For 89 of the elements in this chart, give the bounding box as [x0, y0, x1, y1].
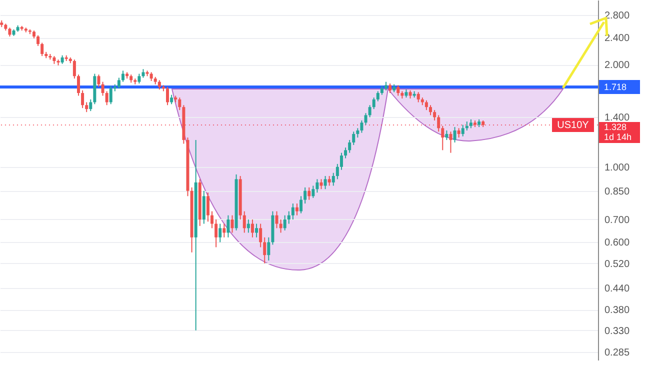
candlestick — [230, 214, 234, 234]
candlestick — [416, 92, 420, 103]
y-tick-label: 0.380 — [604, 305, 630, 316]
candlestick — [287, 210, 290, 224]
candlestick — [328, 176, 331, 186]
candlestick — [81, 90, 84, 109]
ref-line-label: 1.328 — [604, 122, 627, 132]
y-tick-label: 1.000 — [604, 162, 630, 174]
y-tick-label: 0.285 — [604, 348, 630, 359]
candlestick — [428, 104, 432, 116]
candlestick — [291, 203, 294, 220]
candlestick — [457, 128, 460, 138]
candlestick — [259, 223, 262, 248]
y-tick-label: 1.400 — [604, 112, 630, 124]
y-tick-label: 0.850 — [604, 186, 630, 198]
candlestick — [105, 90, 108, 106]
candlestick — [360, 120, 364, 134]
candlestick — [206, 192, 210, 222]
candlestick — [320, 178, 323, 190]
candlestick — [356, 128, 360, 138]
candlestick — [279, 218, 282, 234]
candlestick — [364, 112, 368, 126]
y-tick-label: 2.400 — [604, 33, 630, 44]
candlestick — [372, 97, 376, 110]
candlestick — [89, 98, 92, 112]
candlestick — [85, 102, 88, 113]
candlestick — [250, 218, 254, 238]
candlestick — [295, 203, 298, 216]
candlestick — [255, 223, 258, 238]
text: 1d 14h — [604, 132, 632, 142]
candlestick — [449, 131, 452, 154]
candlestick — [122, 70, 124, 82]
y-tick-label: 2.000 — [604, 60, 630, 72]
candlestick — [433, 110, 436, 121]
candlestick — [332, 172, 335, 186]
candlestick — [178, 97, 182, 111]
y-tick-label: 0.330 — [604, 326, 630, 337]
candlestick — [312, 185, 315, 198]
candlestick — [101, 81, 104, 96]
candlestick — [267, 236, 270, 262]
candlestick — [218, 223, 222, 243]
candlestick — [40, 42, 44, 57]
y-tick-label: 0.600 — [604, 238, 630, 249]
y-tick-label: 2.800 — [604, 10, 630, 22]
y-tick-label: 0.520 — [604, 258, 630, 270]
candlestick — [242, 210, 246, 234]
candlestick — [453, 126, 456, 143]
candlestick — [283, 214, 286, 231]
y-tick-label: 0.700 — [604, 214, 630, 226]
candlestick — [275, 210, 278, 229]
candlestick — [336, 163, 339, 180]
candlestick — [388, 82, 392, 94]
candlestick — [222, 223, 226, 238]
y-tick-label: 0.440 — [604, 283, 630, 294]
candlestick — [396, 84, 400, 96]
candlestick — [97, 74, 100, 88]
candlestick — [246, 218, 250, 234]
ref-line-label: 1.718 — [604, 82, 627, 92]
candlestick — [304, 186, 307, 204]
annotation: US10Y — [557, 120, 590, 132]
candlestick — [340, 152, 343, 170]
candlestick — [214, 218, 218, 248]
candlestick — [424, 100, 428, 111]
candlestick — [170, 94, 174, 105]
candlestick — [76, 74, 80, 96]
candlestick — [210, 210, 214, 229]
candlestick — [316, 178, 319, 194]
candlestick — [138, 73, 141, 84]
candlestick — [368, 104, 372, 118]
candlestick — [461, 124, 464, 137]
candlestick — [344, 147, 348, 159]
candlestick — [348, 139, 352, 154]
candlestick — [300, 196, 303, 214]
candlestick — [324, 176, 327, 190]
candlestick — [36, 34, 40, 46]
candlestick — [158, 80, 161, 90]
candlestick — [202, 190, 206, 224]
candlestick — [352, 131, 356, 146]
candlestick — [117, 77, 120, 90]
candlestick — [441, 125, 444, 151]
candlestick — [72, 59, 76, 80]
candlestick — [263, 236, 266, 264]
candlestick — [226, 214, 230, 238]
candlestick — [376, 90, 380, 102]
candlestick — [437, 114, 440, 132]
candlestick — [445, 130, 448, 140]
candlestick — [308, 186, 311, 200]
candlestick — [166, 86, 170, 106]
candlestick — [109, 86, 112, 105]
